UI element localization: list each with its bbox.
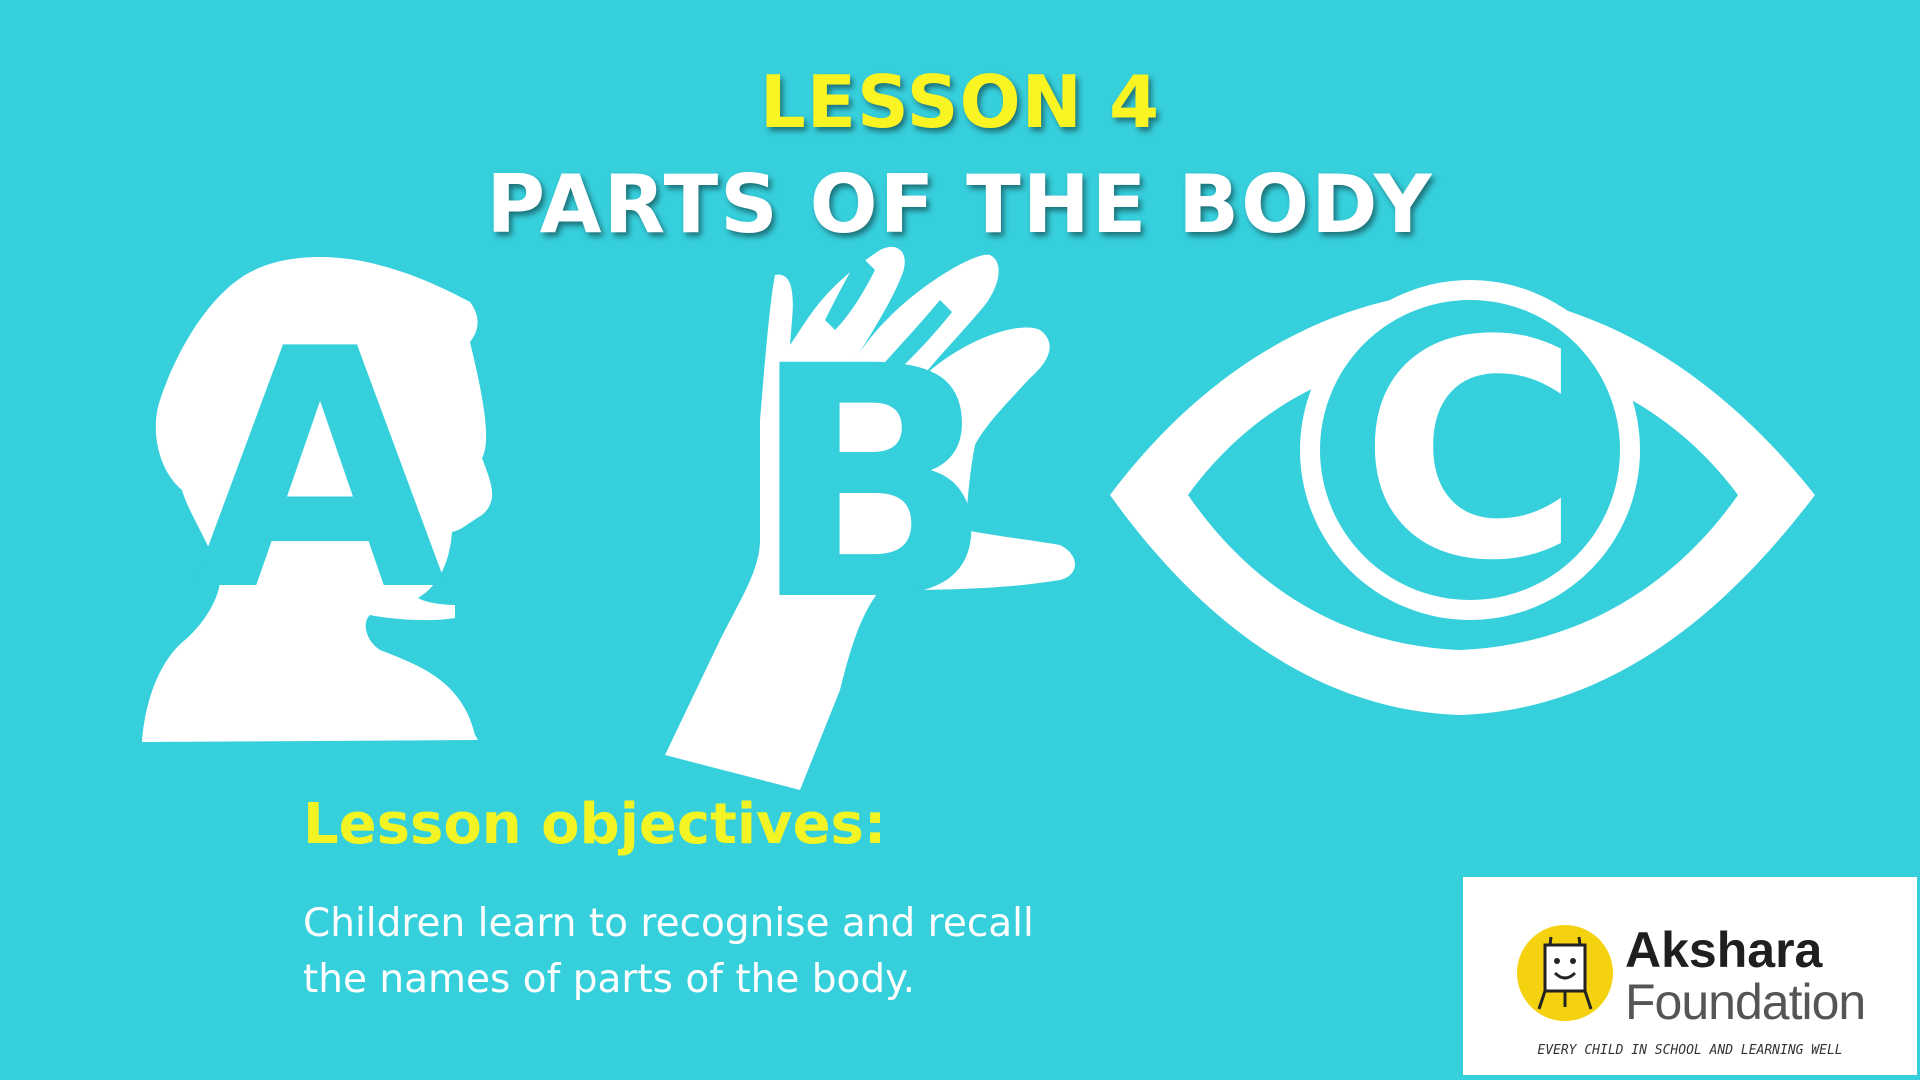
- logo-name-primary: Akshara: [1625, 922, 1823, 978]
- lesson-topic-title: PARTS OF THE BODY: [486, 158, 1434, 251]
- objectives-line: the names of parts of the body.: [303, 957, 916, 1002]
- head-silhouette-icon: A: [142, 257, 493, 742]
- letter-b-glyph: B: [750, 299, 994, 671]
- letter-c-glyph: C: [1360, 277, 1580, 626]
- letter-a-glyph: A: [192, 279, 450, 663]
- hand-silhouette-icon: B: [665, 246, 1075, 790]
- eye-icon: C: [1110, 277, 1815, 715]
- abc-illustrations: A B C: [142, 246, 1815, 790]
- objectives-description: Children learn to recognise and recall t…: [303, 896, 1203, 1008]
- logo-name-secondary: Foundation: [1625, 974, 1866, 1030]
- logo-tagline: EVERY CHILD IN SCHOOL AND LEARNING WELL: [1537, 1043, 1843, 1058]
- objectives-line: Children learn to recognise and recall: [303, 901, 1034, 946]
- lesson-number-title: LESSON 4: [759, 60, 1161, 144]
- objectives-heading: Lesson objectives:: [303, 792, 887, 857]
- akshara-foundation-logo: Akshara Foundation EVERY CHILD IN SCHOOL…: [1463, 877, 1917, 1075]
- easel-smiley-icon: [1517, 925, 1613, 1021]
